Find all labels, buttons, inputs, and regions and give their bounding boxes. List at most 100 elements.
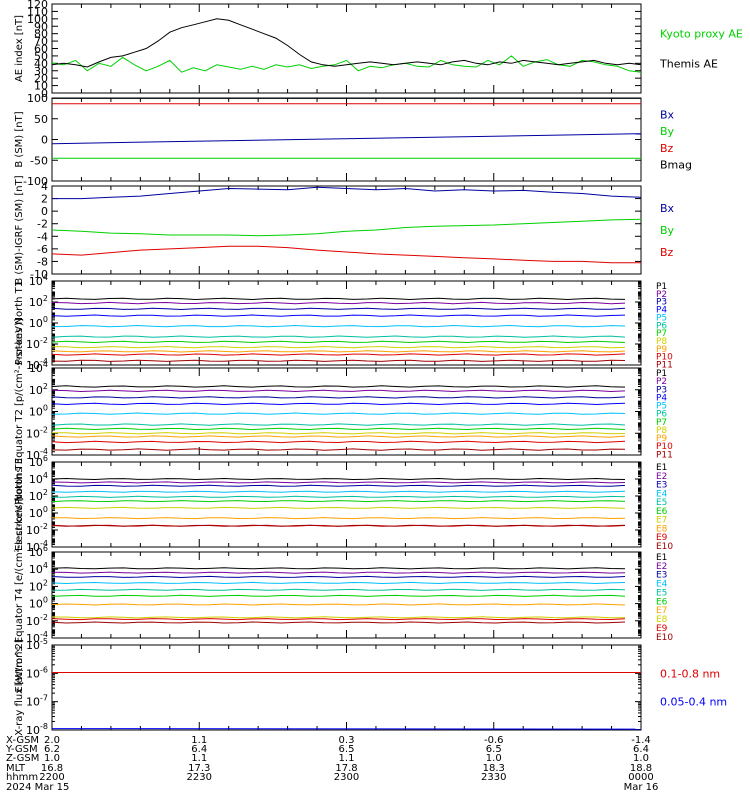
series-line-e10 — [51, 621, 626, 624]
series-line-e3 — [51, 484, 626, 487]
series-line-by — [51, 218, 642, 237]
orbit-value: 17.8 — [335, 763, 357, 774]
legend-entry: By — [660, 224, 675, 237]
y-tick-label: -100 — [23, 175, 48, 188]
series-line-e8 — [52, 616, 626, 619]
series-line-p9 — [51, 435, 626, 438]
legend-entry: P4 — [656, 393, 667, 403]
y-tick-label: 100 — [29, 315, 48, 330]
y-tick-label: -6 — [37, 243, 48, 256]
legend-entry: E1 — [656, 553, 667, 563]
orbit-value: 1.1 — [339, 753, 355, 764]
y-tick-label: 70 — [34, 35, 48, 48]
legend-entry: E7 — [656, 516, 667, 526]
y-tick-label: 2 — [41, 193, 48, 206]
legend-entry: P5 — [656, 313, 667, 323]
series-line-p8 — [52, 432, 626, 435]
series-line-p10 — [51, 440, 626, 444]
legend-entry: P6 — [656, 321, 667, 331]
orbit-value: -0.6 — [484, 735, 504, 746]
series-line-p4 — [51, 314, 626, 317]
legend-entry: Themis AE — [659, 57, 718, 70]
legend-entry: P10 — [656, 353, 673, 363]
legend-entry: Bmag — [660, 158, 692, 171]
y-axis-label: B (SM) [nT] — [14, 111, 25, 167]
legend-entry: E9 — [656, 533, 668, 543]
legend-entry: E2 — [656, 472, 667, 482]
legend-entry: P6 — [656, 410, 667, 420]
series-line-e8 — [52, 517, 626, 520]
y-tick-label: 104 — [29, 471, 48, 486]
series-line-e2 — [51, 571, 626, 574]
y-tick-label: 100 — [29, 596, 48, 611]
y-tick-label: 50 — [34, 113, 48, 126]
orbit-value: 1.1 — [191, 735, 207, 746]
y-tick-label: 104 — [29, 360, 48, 375]
legend-entry: E4 — [656, 489, 668, 499]
orbit-value: 2230 — [187, 772, 212, 783]
y-tick-label: 80 — [34, 28, 48, 41]
series-line-e6 — [51, 500, 626, 503]
y-tick-label: 10-4 — [26, 357, 48, 372]
series-line-p11 — [51, 448, 626, 451]
legend-entry: E8 — [656, 615, 668, 625]
legend-entry: E2 — [656, 562, 667, 572]
y-tick-label: 106 — [29, 454, 48, 469]
orbit-value: 18.8 — [630, 763, 652, 774]
series-line-e4 — [51, 581, 626, 585]
series-line-p2 — [51, 389, 626, 393]
orbit-value: Mar 16 — [624, 782, 659, 793]
y-tick-label: -50 — [30, 154, 48, 167]
orbit-value: 6.4 — [191, 744, 207, 755]
legend-entry: Bx — [660, 202, 675, 215]
legend-entry: P11 — [656, 361, 673, 371]
orbit-value: 2200 — [39, 772, 64, 783]
orbit-value: 2330 — [481, 772, 506, 783]
legend-entry: P5 — [656, 402, 667, 412]
series-line-p6 — [51, 423, 626, 426]
series-line-e2 — [51, 481, 626, 484]
y-tick-label: 104 — [29, 561, 48, 576]
series-line-e5 — [51, 588, 626, 591]
orbit-value: 6.4 — [633, 744, 649, 755]
series-line-e5 — [51, 495, 626, 498]
legend-entry: P3 — [656, 385, 667, 395]
orbit-value: 1.0 — [633, 753, 649, 764]
orbit-value: 1.0 — [44, 753, 60, 764]
series-line-p11 — [51, 359, 626, 362]
series-line-e4 — [51, 490, 626, 493]
panel-frame — [51, 97, 642, 182]
y-tick-label: 10-8 — [26, 722, 48, 737]
y-tick-label: 10-4 — [26, 447, 48, 462]
orbit-value: 0000 — [628, 772, 653, 783]
y-axis-label: AE index [nT] — [14, 15, 25, 82]
panel-p_eq: 10-4 10-2 100 102 104 Protons Equator T2 [p/(… — [14, 318, 673, 505]
y-tick-label: 100 — [27, 92, 48, 105]
legend-entry: P1 — [656, 282, 667, 292]
panel-e_north: 10-4 10-2 100 102 104 106 Electrons North T3 E1… — [14, 454, 673, 554]
panel-bigrf: -10-8-6-4-2024 B (SM)-IGRF (SM) [nT] Bx By B… — [14, 175, 675, 284]
legend-entry: E8 — [656, 524, 668, 534]
y-axis-label: B (SM)-IGRF (SM) [nT] — [14, 175, 25, 284]
legend-entry: E5 — [656, 588, 667, 598]
orbit-value: 1.0 — [486, 753, 502, 764]
y-tick-label: 0 — [41, 134, 48, 147]
series-line-e1 — [51, 477, 626, 481]
y-tick-label: 100 — [29, 404, 48, 419]
series-line-p1 — [51, 297, 626, 301]
panel-xray: 10-8 10-7 10-6 10-5X-ray flux [W/m^2] 0.1-0.… — [14, 637, 727, 737]
orbit-value: 6.5 — [339, 744, 355, 755]
legend-entry: P4 — [656, 306, 667, 316]
legend-entry: By — [660, 125, 675, 138]
legend-entry: P9 — [656, 345, 667, 355]
legend-entry: E1 — [656, 463, 667, 473]
orbit-value: 6.2 — [44, 744, 60, 755]
y-tick-label: 20 — [34, 72, 48, 85]
legend-entry: Bz — [660, 246, 674, 259]
series-line-themis-ae — [51, 18, 642, 68]
legend-entry: E5 — [656, 498, 667, 508]
orbit-row-label: Z-GSM — [6, 753, 39, 764]
y-tick-label: 10-2 — [26, 336, 48, 351]
y-tick-label: 10 — [34, 80, 48, 93]
